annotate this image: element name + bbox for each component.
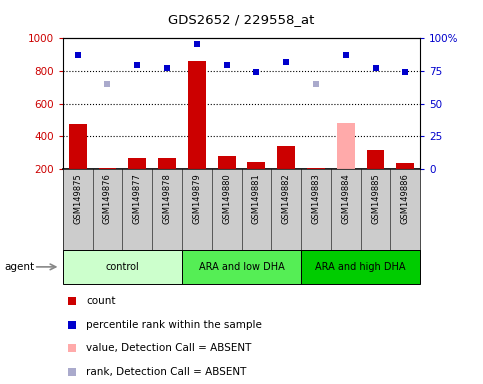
Text: percentile rank within the sample: percentile rank within the sample [86, 320, 262, 331]
Bar [247, 162, 265, 169]
Text: ARA and high DHA: ARA and high DHA [315, 262, 406, 272]
Text: GSM149884: GSM149884 [341, 173, 350, 224]
Text: GSM149882: GSM149882 [282, 173, 291, 224]
Bar [69, 124, 86, 169]
Bar [218, 156, 236, 169]
Text: GSM149876: GSM149876 [103, 173, 112, 224]
Text: GSM149878: GSM149878 [163, 173, 171, 224]
Text: rank, Detection Call = ABSENT: rank, Detection Call = ABSENT [86, 366, 246, 377]
Text: GSM149880: GSM149880 [222, 173, 231, 224]
Text: GSM149877: GSM149877 [133, 173, 142, 224]
Bar [99, 168, 116, 169]
Bar [367, 150, 384, 169]
Bar [307, 168, 325, 169]
Text: GSM149875: GSM149875 [73, 173, 82, 224]
FancyBboxPatch shape [182, 250, 301, 284]
Bar [337, 123, 355, 169]
Bar [188, 61, 206, 169]
Text: GSM149881: GSM149881 [252, 173, 261, 224]
Bar [397, 163, 414, 169]
Text: agent: agent [5, 262, 35, 272]
Bar [128, 157, 146, 169]
FancyBboxPatch shape [63, 250, 182, 284]
Bar [158, 158, 176, 169]
Text: GSM149886: GSM149886 [401, 173, 410, 224]
Text: GSM149885: GSM149885 [371, 173, 380, 224]
FancyBboxPatch shape [301, 250, 420, 284]
Text: GSM149879: GSM149879 [192, 173, 201, 224]
Text: ARA and low DHA: ARA and low DHA [199, 262, 284, 272]
Text: count: count [86, 296, 115, 306]
Bar [277, 146, 295, 169]
Text: control: control [105, 262, 139, 272]
Text: GDS2652 / 229558_at: GDS2652 / 229558_at [168, 13, 315, 26]
Text: value, Detection Call = ABSENT: value, Detection Call = ABSENT [86, 343, 251, 354]
Text: GSM149883: GSM149883 [312, 173, 320, 224]
